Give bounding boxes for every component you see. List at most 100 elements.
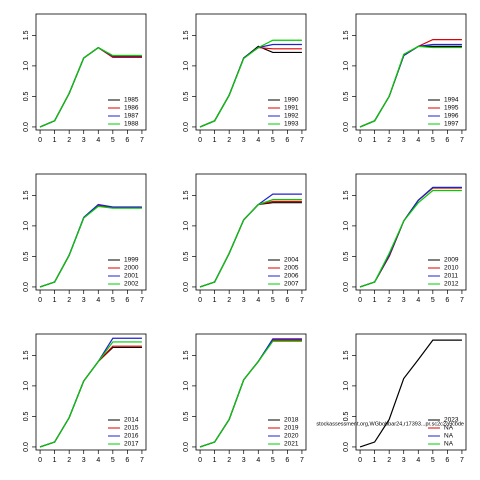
legend-label: 2015 — [124, 425, 139, 432]
legend-label: 1987 — [124, 113, 139, 120]
series-line — [199, 39, 302, 128]
x-tick-label: 2 — [227, 457, 231, 464]
legend-label: NA — [444, 441, 454, 448]
y-tick-label: 0.5 — [23, 251, 30, 261]
x-tick-label: 7 — [460, 137, 464, 144]
x-tick-label: 1 — [213, 137, 217, 144]
x-tick-label: 1 — [53, 457, 57, 464]
x-tick-label: 0 — [358, 137, 362, 144]
x-tick-label: 6 — [445, 457, 449, 464]
legend-label: 1988 — [124, 121, 139, 128]
legend-label: 1985 — [124, 97, 139, 104]
x-tick-label: 2 — [227, 137, 231, 144]
y-tick-label: 1.5 — [343, 350, 350, 360]
x-tick-label: 6 — [125, 457, 129, 464]
x-tick-label: 0 — [38, 457, 42, 464]
x-tick-label: 4 — [96, 457, 100, 464]
legend-label: NA — [444, 425, 454, 432]
x-tick-label: 4 — [256, 137, 260, 144]
legend-label: 1990 — [284, 97, 299, 104]
x-tick-label: 2 — [387, 137, 391, 144]
y-tick-label: 1.5 — [23, 190, 30, 200]
x-tick-label: 2 — [67, 457, 71, 464]
x-tick-label: 4 — [416, 297, 420, 304]
x-tick-label: 1 — [53, 297, 57, 304]
y-tick-label: 0.5 — [23, 411, 30, 421]
legend-label: 2009 — [444, 257, 459, 264]
legend-label: 2023 — [444, 417, 459, 424]
x-tick-label: 6 — [125, 137, 129, 144]
y-tick-label: 0.0 — [343, 442, 350, 452]
x-tick-label: 3 — [82, 297, 86, 304]
legend-label: NA — [444, 433, 454, 440]
x-tick-label: 2 — [67, 297, 71, 304]
legend-label: 2006 — [284, 273, 299, 280]
legend-label: 2002 — [124, 281, 139, 288]
y-tick-label: 0.0 — [23, 282, 30, 292]
legend-label: 2019 — [284, 425, 299, 432]
y-tick-label: 1.0 — [23, 61, 30, 71]
x-tick-label: 2 — [387, 297, 391, 304]
x-tick-label: 1 — [373, 457, 377, 464]
legend-label: 1997 — [444, 121, 459, 128]
x-tick-label: 5 — [271, 297, 275, 304]
x-tick-label: 4 — [256, 457, 260, 464]
y-tick-label: 0.0 — [23, 122, 30, 132]
legend-label: 1994 — [444, 97, 459, 104]
x-tick-label: 5 — [271, 457, 275, 464]
x-tick-label: 6 — [285, 137, 289, 144]
x-tick-label: 0 — [198, 137, 202, 144]
plot-frame — [35, 333, 147, 451]
x-tick-label: 0 — [198, 457, 202, 464]
series-line — [199, 340, 302, 448]
y-tick-label: 1.5 — [23, 30, 30, 40]
legend-label: 2021 — [284, 441, 299, 448]
legend-label: 1991 — [284, 105, 299, 112]
legend-label: 2007 — [284, 281, 299, 288]
x-tick-label: 0 — [38, 137, 42, 144]
x-tick-label: 7 — [460, 297, 464, 304]
x-tick-label: 2 — [227, 297, 231, 304]
series-line — [359, 339, 462, 448]
x-tick-label: 7 — [140, 457, 144, 464]
plot-frame — [355, 13, 467, 131]
y-tick-label: 0.5 — [343, 91, 350, 101]
panel: 0 1 2 3 4 5 6 70.00.51.01.52023NANANAstockasses… — [316, 333, 467, 464]
y-tick-label: 0.5 — [183, 91, 190, 101]
legend-label: 2012 — [444, 281, 459, 288]
y-tick-label: 1.0 — [183, 61, 190, 71]
legend-label: 1996 — [444, 113, 459, 120]
plot-frame — [355, 333, 467, 451]
series-line — [39, 46, 142, 128]
y-tick-label: 0.5 — [183, 251, 190, 261]
x-tick-label: 4 — [416, 457, 420, 464]
series-line — [359, 45, 462, 128]
x-tick-label: 5 — [271, 137, 275, 144]
legend-label: 1992 — [284, 113, 299, 120]
x-tick-label: 4 — [96, 137, 100, 144]
y-tick-label: 0.0 — [183, 442, 190, 452]
x-tick-label: 5 — [111, 457, 115, 464]
y-tick-label: 0.0 — [183, 282, 190, 292]
x-tick-label: 1 — [373, 137, 377, 144]
x-tick-label: 6 — [445, 137, 449, 144]
y-tick-label: 1.0 — [183, 221, 190, 231]
x-tick-label: 6 — [285, 297, 289, 304]
plot-frame — [35, 13, 147, 131]
y-tick-label: 1.5 — [343, 190, 350, 200]
x-tick-label: 2 — [67, 137, 71, 144]
x-tick-label: 3 — [402, 137, 406, 144]
y-tick-label: 1.5 — [183, 350, 190, 360]
y-tick-label: 1.0 — [183, 381, 190, 391]
x-tick-label: 1 — [213, 457, 217, 464]
y-tick-label: 1.0 — [343, 221, 350, 231]
y-tick-label: 1.0 — [23, 221, 30, 231]
series-line — [199, 199, 302, 288]
plot-frame — [195, 13, 307, 131]
